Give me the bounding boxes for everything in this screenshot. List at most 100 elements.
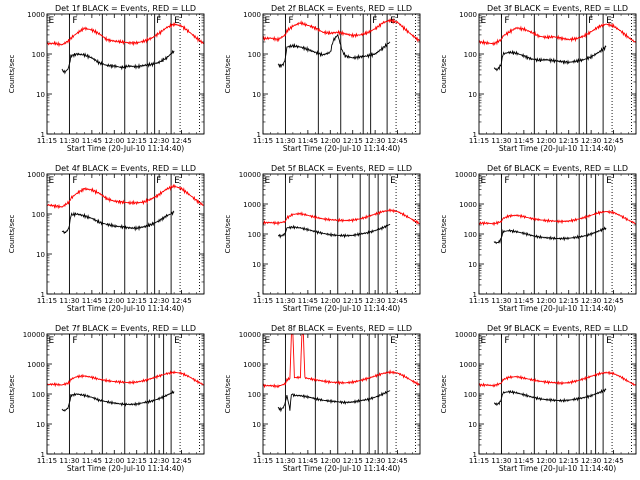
lld-series-line xyxy=(263,18,420,43)
x-tick-label: 12:45 xyxy=(171,457,191,465)
x-tick-label: 12:00 xyxy=(104,137,124,145)
plot-frame xyxy=(478,13,637,135)
x-tick-label: 12:30 xyxy=(365,297,385,305)
x-tick-label: 11:45 xyxy=(298,297,318,305)
x-tick-label: 12:15 xyxy=(559,297,579,305)
x-tick-label: 11:45 xyxy=(82,457,102,465)
y-tick-label: 1000 xyxy=(27,361,45,369)
x-tick-label: 12:15 xyxy=(127,297,147,305)
chart-title: Det 3f BLACK = Events, RED = LLD xyxy=(487,4,628,13)
marker-letter: F xyxy=(288,16,293,26)
x-axis-label: Start Time (20-Jul-10 11:14:40) xyxy=(283,144,400,153)
plot-frame xyxy=(46,13,205,135)
events-series-line xyxy=(277,390,391,413)
chart-title: Det 6f BLACK = Events, RED = LLD xyxy=(487,164,628,173)
events-series-line xyxy=(277,33,391,69)
marker-letter: E xyxy=(264,336,270,346)
y-tick-label: 1 xyxy=(41,291,45,299)
x-tick-label: 12:30 xyxy=(581,457,601,465)
x-tick-label: 12:00 xyxy=(104,297,124,305)
marker-letter: E xyxy=(264,16,270,26)
x-axis-label: Start Time (20-Jul-10 11:14:40) xyxy=(499,464,616,473)
y-tick-label: 10 xyxy=(252,261,261,269)
y-tick-label: 1 xyxy=(257,291,261,299)
x-tick-label: 12:30 xyxy=(149,137,169,145)
plot-frame xyxy=(478,173,637,295)
y-tick-label: 1 xyxy=(41,131,45,139)
x-tick-label: 12:45 xyxy=(603,457,623,465)
y-tick-label: 100 xyxy=(464,51,477,59)
marker-letter: F xyxy=(588,16,593,26)
y-tick-label: 10 xyxy=(252,91,261,99)
events-series-line xyxy=(493,226,607,245)
x-tick-label: 12:15 xyxy=(127,457,147,465)
y-tick-label: 100 xyxy=(32,211,45,219)
x-tick-label: 12:45 xyxy=(171,137,191,145)
chart-panel-7: Det 7f BLACK = Events, RED = LLD 1 10 100 10… xyxy=(8,324,205,473)
lld-series-line xyxy=(263,334,420,389)
y-axis-label: Counts/sec xyxy=(440,55,448,94)
y-axis-label: Counts/sec xyxy=(440,215,448,254)
y-tick-label: 10 xyxy=(468,421,477,429)
y-tick-label: 1000 xyxy=(459,11,477,19)
x-tick-label: 12:00 xyxy=(104,457,124,465)
y-tick-label: 10 xyxy=(36,421,45,429)
x-tick-label: 11:15 xyxy=(253,137,273,145)
y-tick-label: 1000 xyxy=(243,201,261,209)
x-tick-label: 12:15 xyxy=(559,457,579,465)
marker-letter: E xyxy=(264,176,270,186)
marker-letter: F xyxy=(288,176,293,186)
events-series-line xyxy=(494,388,607,407)
chart-title: Det 2f BLACK = Events, RED = LLD xyxy=(271,4,412,13)
plot-frame xyxy=(46,173,205,295)
x-tick-label: 11:15 xyxy=(37,457,57,465)
y-tick-label: 100 xyxy=(464,231,477,239)
y-axis-label: Counts/sec xyxy=(224,375,232,414)
y-tick-label: 10 xyxy=(36,251,45,259)
chart-title: Det 4f BLACK = Events, RED = LLD xyxy=(55,164,196,173)
x-tick-label: 12:00 xyxy=(320,137,340,145)
events-series-line xyxy=(61,210,175,235)
x-tick-label: 12:30 xyxy=(149,297,169,305)
plot-frame xyxy=(262,13,421,135)
x-tick-label: 12:45 xyxy=(171,297,191,305)
x-tick-label: 12:30 xyxy=(581,297,601,305)
y-tick-label: 100 xyxy=(248,51,261,59)
x-tick-label: 11:30 xyxy=(491,137,511,145)
marker-letter: E xyxy=(606,16,612,26)
y-tick-label: 1 xyxy=(257,451,261,459)
x-tick-label: 12:30 xyxy=(365,457,385,465)
plot-frame xyxy=(478,333,637,455)
y-tick-label: 100 xyxy=(248,231,261,239)
x-tick-label: 12:15 xyxy=(343,297,363,305)
x-tick-label: 12:00 xyxy=(320,457,340,465)
marker-letter: E xyxy=(606,176,612,186)
y-axis-label: Counts/sec xyxy=(224,215,232,254)
chart-title: Det 5f BLACK = Events, RED = LLD xyxy=(271,164,412,173)
x-tick-label: 12:00 xyxy=(536,297,556,305)
y-axis-label: Counts/sec xyxy=(8,55,16,94)
x-tick-label: 11:30 xyxy=(491,297,511,305)
marker-letter: F xyxy=(504,16,509,26)
marker-letter: F xyxy=(504,336,509,346)
events-series-line xyxy=(61,389,175,412)
marker-letter: E xyxy=(480,16,486,26)
marker-letter: F xyxy=(72,16,77,26)
y-tick-label: 1 xyxy=(473,451,477,459)
marker-letter: E xyxy=(480,336,486,346)
y-tick-label: 10 xyxy=(468,91,477,99)
chart-panel-6: Det 6f BLACK = Events, RED = LLD 1 10 100 10… xyxy=(440,164,637,313)
events-series-line xyxy=(278,223,391,239)
x-tick-label: 12:30 xyxy=(581,137,601,145)
x-tick-label: 12:00 xyxy=(536,457,556,465)
chart-panel-8: Det 8f BLACK = Events, RED = LLD 1 10 100 10… xyxy=(224,324,421,473)
x-tick-label: 12:15 xyxy=(559,137,579,145)
y-tick-label: 1 xyxy=(41,451,45,459)
marker-letter: E xyxy=(480,176,486,186)
x-tick-label: 12:45 xyxy=(387,297,407,305)
marker-letter: F xyxy=(504,176,509,186)
y-axis-label: Counts/sec xyxy=(8,215,16,254)
y-axis-label: Counts/sec xyxy=(224,55,232,94)
chart-panel-9: Det 9f BLACK = Events, RED = LLD 1 10 100 10… xyxy=(440,324,637,473)
